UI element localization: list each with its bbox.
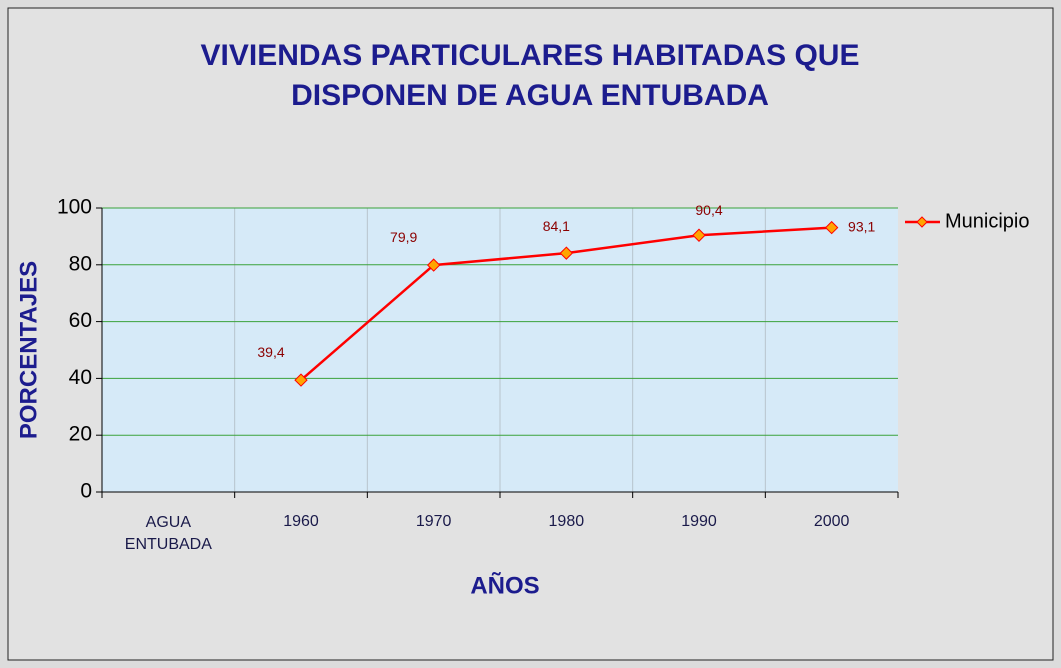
- data-label: 90,4: [695, 202, 722, 218]
- data-label: 93,1: [848, 218, 875, 234]
- legend-marker: [916, 216, 928, 228]
- y-tick-label: 20: [69, 423, 92, 446]
- chart-title: VIVIENDAS PARTICULARES HABITADAS QUE DIS…: [200, 39, 860, 112]
- x-tick-label: 1990: [681, 513, 717, 530]
- data-label: 84,1: [543, 218, 570, 234]
- x-tick-label: AGUA ENTUBADA: [124, 514, 212, 553]
- marker: [426, 258, 441, 272]
- legend-label: Municipio: [945, 210, 1029, 232]
- y-axis-label: PORCENTAJES: [15, 261, 42, 439]
- marker: [824, 220, 839, 235]
- x-tick-label: 1960: [283, 513, 319, 530]
- marker: [559, 246, 574, 260]
- data-label: 39,4: [257, 344, 284, 360]
- x-tick-label: 2000: [814, 513, 850, 530]
- y-tick-label: 100: [57, 196, 92, 219]
- x-tick-label: 1980: [549, 513, 585, 530]
- y-tick-label: 0: [80, 480, 92, 503]
- x-axis-label: AÑOS: [470, 571, 539, 599]
- data-label: 79,9: [390, 229, 417, 245]
- marker: [294, 373, 308, 387]
- y-tick-label: 40: [69, 366, 92, 389]
- y-tick-label: 60: [69, 309, 92, 332]
- marker: [692, 228, 706, 242]
- x-tick-label: 1970: [416, 513, 452, 530]
- y-tick-label: 80: [69, 252, 92, 275]
